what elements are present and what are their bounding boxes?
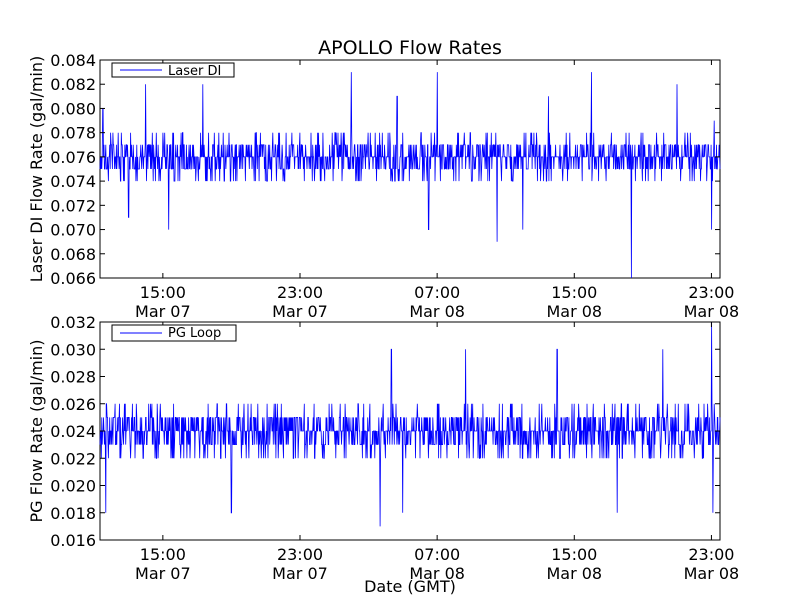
laser-di-legend-label: Laser DI (168, 64, 221, 79)
y-tick-label: 0.016 (50, 531, 96, 550)
y-tick-label: 0.068 (50, 245, 96, 264)
x-tick-date-label: Mar 08 (546, 302, 602, 321)
y-tick-label: 0.024 (50, 422, 96, 441)
y-tick-label: 0.022 (50, 449, 96, 468)
y-tick-label: 0.070 (50, 221, 96, 240)
pg-loop-y-axis: 0.016 0.018 0.020 0.022 0.024 0.026 0.028 0.030… (50, 313, 720, 550)
x-tick-date-label: Mar 08 (684, 302, 740, 321)
y-tick-label: 0.020 (50, 477, 96, 496)
x-tick-date-label: Mar 07 (272, 564, 328, 583)
x-tick-date-label: Mar 07 (272, 302, 328, 321)
x-tick-date-label: Mar 08 (409, 564, 465, 583)
y-tick-label: 0.080 (50, 99, 96, 118)
pg-loop-legend-label: PG Loop (168, 326, 221, 341)
x-tick-time-label: 15:00 (551, 545, 597, 564)
x-tick-time-label: 23:00 (277, 283, 323, 302)
x-tick-date-label: Mar 08 (684, 564, 740, 583)
x-tick-time-label: 23:00 (688, 283, 734, 302)
series-line-laser-di (99, 72, 721, 279)
pg-loop-legend: PG Loop (111, 324, 237, 342)
y-tick-label: 0.074 (50, 172, 96, 191)
laser-di-legend: Laser DI (111, 62, 235, 79)
y-tick-label: 0.028 (50, 368, 96, 387)
y-tick-label: 0.084 (50, 51, 96, 70)
x-tick-date-label: Mar 07 (135, 564, 191, 583)
pg-loop-series-group (99, 321, 721, 527)
y-tick-label: 0.018 (50, 504, 96, 523)
y-tick-label: 0.078 (50, 124, 96, 143)
x-tick-time-label: 15:00 (140, 283, 186, 302)
y-tick-label: 0.082 (50, 75, 96, 94)
y-tick-label: 0.026 (50, 395, 96, 414)
x-tick-date-label: Mar 07 (135, 302, 191, 321)
x-tick-time-label: 23:00 (688, 545, 734, 564)
pg-loop-legend-box (111, 324, 237, 342)
laser-di-panel: 0.066 0.068 0.070 0.072 0.074 0.076 0.078 0.080… (27, 51, 739, 321)
x-tick-time-label: 15:00 (140, 545, 186, 564)
laser-di-series-group (99, 72, 721, 279)
y-tick-label: 0.032 (50, 313, 96, 332)
x-tick-date-label: Mar 08 (546, 564, 602, 583)
pg-loop-panel: 0.016 0.018 0.020 0.022 0.024 0.026 0.028 0.030… (27, 313, 739, 583)
y-tick-label: 0.072 (50, 196, 96, 215)
x-tick-time-label: 23:00 (277, 545, 323, 564)
laser-di-y-axis-label: Laser DI Flow Rate (gal/min) (27, 56, 46, 283)
x-tick-time-label: 07:00 (414, 545, 460, 564)
laser-di-plot-frame (99, 59, 721, 279)
pg-loop-y-axis-label: PG Flow Rate (gal/min) (27, 340, 46, 523)
series-line-pg-loop (99, 321, 721, 527)
y-tick-label: 0.066 (50, 269, 96, 288)
laser-di-y-axis: 0.066 0.068 0.070 0.072 0.074 0.076 0.078 0.080… (50, 51, 720, 288)
x-tick-time-label: 15:00 (551, 283, 597, 302)
chart-title: APOLLO Flow Rates (318, 37, 502, 59)
x-tick-time-label: 07:00 (414, 283, 460, 302)
x-tick-date-label: Mar 08 (409, 302, 465, 321)
y-tick-label: 0.030 (50, 340, 96, 359)
y-tick-label: 0.076 (50, 148, 96, 167)
laser-di-legend-box (111, 62, 235, 78)
x-axis-label: Date (GMT) (364, 577, 456, 596)
